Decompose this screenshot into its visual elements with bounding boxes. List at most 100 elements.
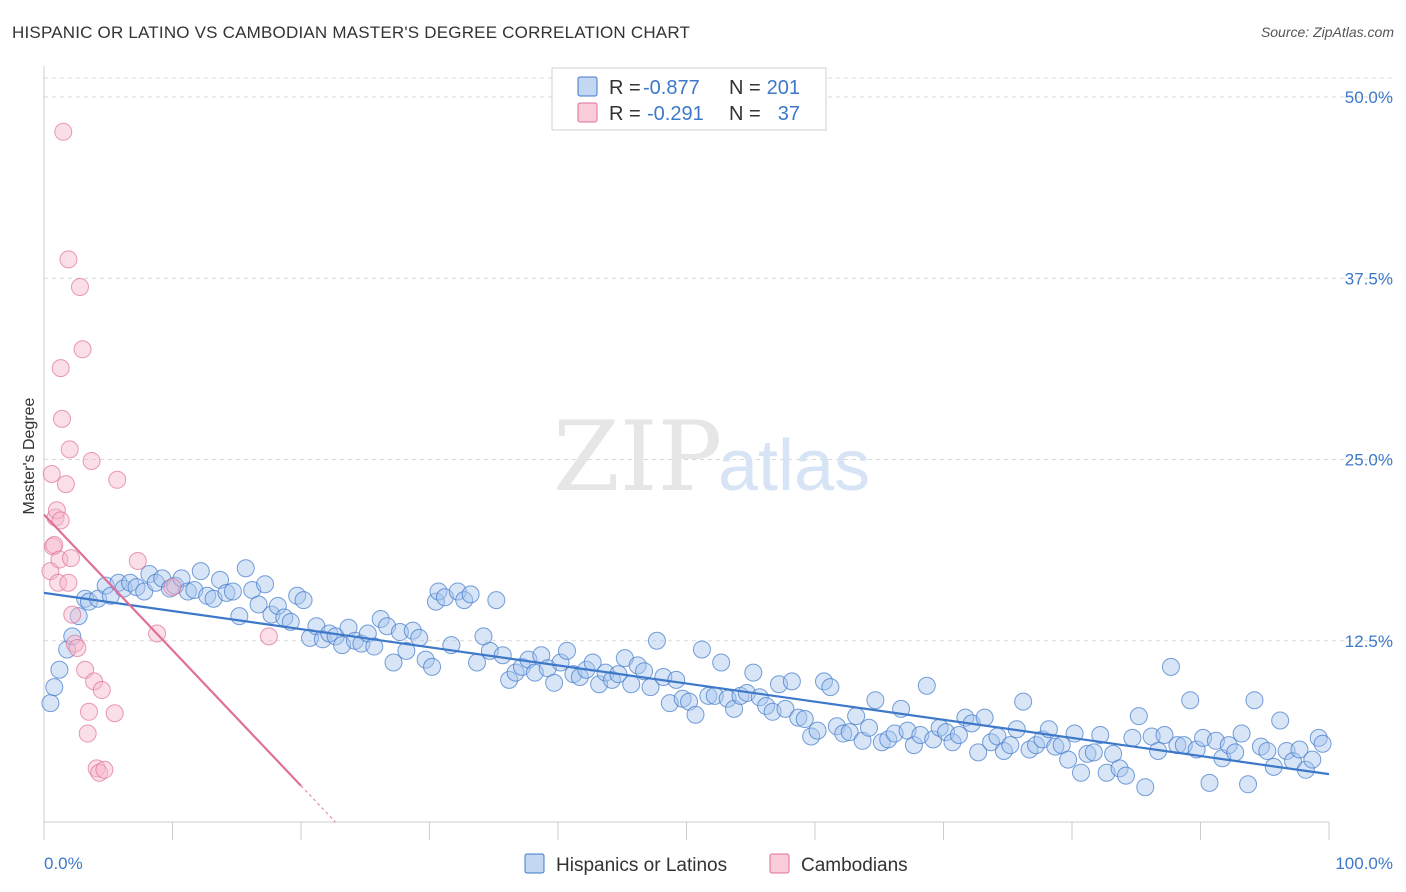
watermark: ZIP atlas [553, 401, 870, 513]
hispanic-point-101 [680, 692, 699, 711]
hispanic-point-170 [1123, 728, 1142, 747]
watermark-atlas: atlas [718, 426, 870, 506]
cambodian-point-2 [43, 537, 62, 556]
hispanic-point-96 [647, 631, 666, 650]
cambodian-point-10 [54, 122, 73, 141]
hispanic-point-138 [917, 676, 936, 695]
legend-swatch-blue [577, 76, 598, 97]
hispanic-point-116 [776, 699, 795, 718]
hispanic-point-28 [217, 583, 236, 602]
legend-swatch-pink [577, 102, 598, 123]
hispanic-point-108 [725, 699, 744, 718]
hispanic-point-34 [256, 575, 275, 594]
hispanic-point-0 [41, 694, 60, 713]
legend-n-label-1: N = [729, 103, 761, 125]
hispanic-point-171 [1129, 707, 1148, 726]
hispanic-point-163 [1078, 744, 1097, 763]
hispanic-point-179 [1181, 691, 1200, 710]
hispanic-point-160 [1059, 750, 1078, 769]
cambodian-point-13 [60, 440, 79, 459]
data-points [41, 122, 1332, 797]
y-tick-label-2: 37.5% [1345, 269, 1393, 288]
hispanic-point-94 [635, 662, 654, 681]
hispanic-point-143 [949, 726, 968, 744]
y-axis-label: Master's Degree [21, 397, 38, 514]
watermark-zip: ZIP [553, 401, 722, 513]
hispanic-point-61 [426, 592, 445, 611]
cambodian-point-28 [95, 760, 114, 779]
hispanic-point-117 [782, 672, 801, 691]
hispanic-point-59 [416, 650, 435, 669]
legend-n-value-0: 201 [767, 77, 800, 99]
cambodian-point-18 [70, 277, 89, 296]
trend-lines [43, 513, 1330, 823]
hispanic-point-185 [1219, 736, 1238, 755]
bottom-legend-swatch-cambodian [769, 853, 790, 874]
hispanic-point-102 [686, 705, 705, 724]
hispanic-point-56 [397, 641, 416, 660]
cambodian-point-21 [78, 724, 97, 743]
hispanic-point-33 [249, 595, 268, 614]
hispanic-point-60 [423, 657, 442, 676]
legend-n-label-0: N = [729, 77, 761, 99]
hispanic-point-168 [1110, 759, 1129, 778]
legend-r-label-0: R = [609, 77, 641, 99]
hispanic-point-2 [50, 660, 69, 679]
hispanic-point-111 [744, 663, 763, 682]
cambodian-point-15 [63, 605, 82, 624]
cambodian-point-34 [259, 627, 278, 646]
hispanic-point-31 [236, 559, 255, 578]
hispanic-point-5 [69, 607, 88, 626]
hispanic-point-153 [1014, 692, 1033, 711]
hispanic-point-200 [1313, 734, 1332, 753]
hispanic-point-121 [808, 721, 827, 740]
cambodian-point-5 [47, 501, 66, 520]
hispanic-point-189 [1245, 691, 1264, 710]
hispanic-point-169 [1116, 766, 1135, 785]
legend-r-value-1: -0.291 [647, 103, 704, 125]
hispanic-point-67 [461, 585, 480, 604]
hispanic-point-106 [712, 653, 731, 672]
hispanic-point-36 [268, 596, 287, 615]
cambodian-point-23 [82, 451, 101, 470]
cambodian-point-36 [59, 573, 78, 592]
hispanic-point-54 [384, 653, 403, 672]
cambodian-point-31 [128, 552, 147, 570]
x-tick-labels: 0.0% 100.0% [44, 854, 1393, 873]
y-tick-label-3: 50.0% [1345, 88, 1393, 107]
hispanic-point-58 [410, 628, 429, 647]
cambodian-point-27 [92, 681, 111, 700]
hispanic-point-147 [975, 708, 994, 727]
cambodian-point-33 [163, 578, 182, 597]
hispanic-point-180 [1187, 740, 1206, 759]
hispanic-point-73 [500, 670, 519, 689]
hispanic-point-198 [1303, 750, 1322, 769]
hispanic-point-129 [859, 718, 878, 737]
legend-r-value-0: -0.877 [643, 77, 700, 99]
bottom-legend-swatch-hispanic [524, 853, 545, 874]
cambodian-point-1 [42, 465, 61, 483]
hispanic-point-92 [622, 675, 641, 694]
hispanic-point-126 [840, 723, 859, 742]
hispanic-point-142 [943, 733, 962, 752]
grid-lines [44, 77, 1395, 642]
legend: R = -0.877 N = 201 R = -0.291 N = 37 [551, 67, 827, 131]
cambodian-point-12 [59, 250, 78, 269]
hispanic-point-24 [191, 562, 210, 581]
hispanic-point-40 [294, 591, 313, 610]
cambodian-point-9 [52, 409, 71, 428]
hispanic-point-162 [1071, 763, 1090, 782]
cambodian-point-14 [61, 549, 80, 568]
hispanic-point-187 [1232, 724, 1251, 743]
hispanic-point-29 [223, 582, 242, 601]
cambodian-point-17 [68, 639, 87, 657]
legend-n-value-1: 37 [778, 103, 800, 125]
cambodian-point-6 [49, 573, 68, 592]
hispanic-point-52 [371, 610, 390, 628]
y-tick-labels: 12.5% 25.0% 37.5% 50.0% [1345, 88, 1393, 651]
axes [43, 66, 1330, 840]
bottom-legend: Hispanics or Latinos Cambodians [524, 853, 908, 876]
hispanic-point-175 [1155, 726, 1174, 744]
hispanic-point-123 [821, 678, 840, 697]
